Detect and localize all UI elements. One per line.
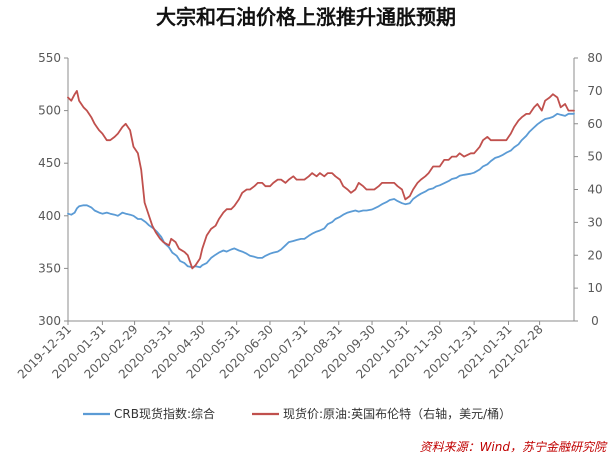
- right-tick-label: 80: [587, 51, 602, 65]
- legend-label-crb: CRB现货指数:综合: [114, 406, 215, 421]
- right-tick-label: 40: [587, 183, 602, 197]
- right-tick-label: 10: [587, 281, 602, 295]
- left-tick-label: 400: [38, 209, 61, 223]
- legend: CRB现货指数:综合 现货价:原油:英国布伦特（右轴，美元/桶）: [83, 406, 511, 421]
- x-axis: 2019-12-312020-01-312020-02-292020-03-31…: [15, 320, 574, 381]
- legend-label-brent: 现货价:原油:英国布伦特（右轴，美元/桶）: [283, 406, 511, 421]
- series-group: [67, 90, 575, 270]
- left-tick-label: 450: [38, 156, 61, 170]
- right-tick-label: 50: [587, 150, 602, 164]
- series-line-brent: [67, 90, 575, 270]
- right-tick-label: 70: [587, 84, 602, 98]
- source-note: 资料来源：Wind，苏宁金融研究院: [420, 440, 608, 454]
- right-tick-label: 0: [591, 314, 599, 328]
- left-tick-label: 350: [38, 261, 61, 275]
- right-tick-label: 60: [587, 117, 602, 131]
- left-tick-label: 500: [38, 104, 61, 118]
- series-line-crb: [67, 112, 575, 269]
- left-tick-label: 550: [38, 51, 61, 65]
- left-tick-label: 300: [38, 314, 61, 328]
- chart-title: 大宗和石油价格上涨推升通胀预期: [156, 5, 456, 29]
- left-y-axis: 300 350 400 450 500 550: [38, 51, 69, 328]
- right-y-axis: 0 10 20 30 40 50 60 70 80: [573, 51, 603, 328]
- right-tick-label: 30: [587, 215, 602, 229]
- right-tick-label: 20: [587, 248, 602, 262]
